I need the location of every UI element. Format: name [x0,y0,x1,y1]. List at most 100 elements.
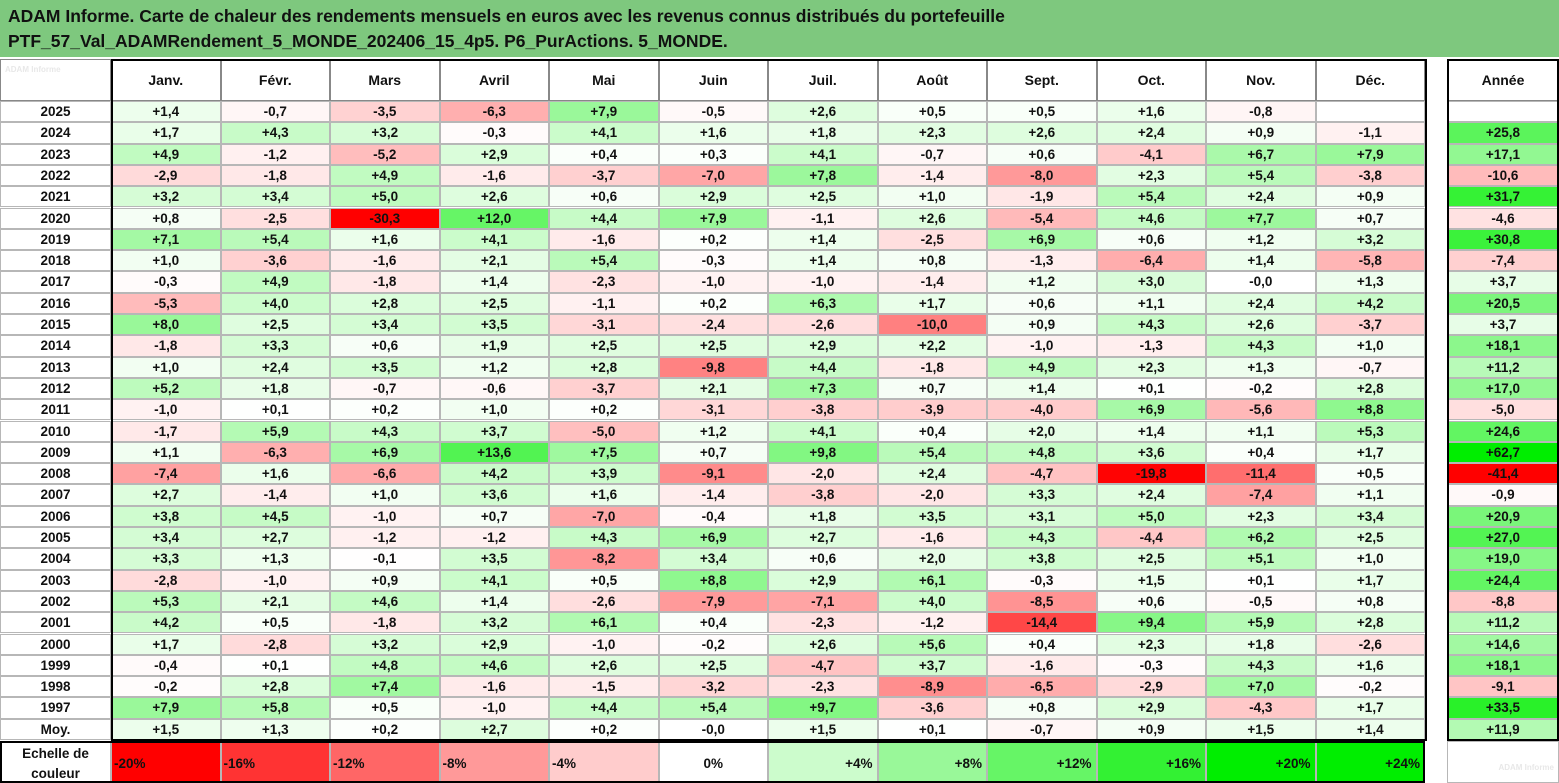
heatmap-cell: -4,0 [987,399,1097,421]
heatmap-cell: -1,6 [439,164,549,187]
heatmap-cell: +0,6 [549,186,659,208]
heatmap-cell: -1,0 [220,569,330,591]
heatmap-cell: +2,6 [877,207,987,229]
heatmap-cell: +5,0 [1096,505,1206,527]
row-label: 2010 [0,420,111,442]
heatmap-cell: -1,6 [439,676,549,698]
heatmap-cell: -0,0 [1206,271,1316,293]
annual-cell: +62,7 [1447,441,1559,464]
annual-cell: +31,7 [1447,186,1559,208]
heatmap-cell: +1,8 [1206,633,1316,655]
heatmap-cell: +4,9 [987,356,1097,378]
heatmap-cell: +0,2 [330,718,440,740]
row-label: 2023 [0,143,111,165]
heatmap-cell: -0,7 [330,377,440,400]
heatmap-cell: +2,3 [1096,633,1206,655]
heatmap-cell: +2,5 [658,654,768,677]
heatmap-cell: +3,4 [658,548,768,570]
annual-cell: +20,5 [1447,292,1559,314]
heatmap-cell: +1,2 [1206,228,1316,251]
heatmap-cell: +2,8 [220,676,330,698]
heatmap-cell: -0,5 [658,101,768,123]
heatmap-cell: +2,0 [987,420,1097,442]
heatmap-cell: +0,2 [549,718,659,740]
heatmap-cell: +2,7 [111,484,221,506]
heatmap-cell: -2,0 [768,463,878,485]
heatmap-cell: +1,4 [1206,250,1316,272]
heatmap-cell: -0,7 [987,718,1097,740]
heatmap-cell: +3,4 [111,527,221,549]
heatmap-cell: -10,0 [877,314,987,336]
annual-cell: +18,1 [1447,654,1559,677]
row-label: 2002 [0,590,111,613]
row-label: 2021 [0,186,111,208]
heatmap-cell: +0,6 [1096,228,1206,251]
scale-swatch: 0% [658,741,768,783]
heatmap-cell: -1,6 [987,654,1097,677]
heatmap-cell: +9,7 [768,697,878,719]
heatmap-cell: +7,9 [658,207,768,229]
row-label: 2012 [0,377,111,400]
annual-cell: -0,9 [1447,484,1559,506]
heatmap-cell: +4,2 [111,612,221,634]
heatmap-cell: +5,4 [1206,164,1316,187]
heatmap-cell: -0,2 [111,676,221,698]
row-label: 2013 [0,356,111,378]
heatmap-cell: -0,2 [658,633,768,655]
heatmap-cell: +1,7 [1315,569,1425,591]
heatmap-cell: -1,0 [549,633,659,655]
heatmap-cell: -2,3 [768,676,878,698]
heatmap-cell: +4,6 [1096,207,1206,229]
heatmap-cell: +1,3 [1315,271,1425,293]
heatmap-cell: +1,1 [1315,484,1425,506]
heatmap-cell: +2,6 [768,633,878,655]
scale-swatch: +24% [1315,741,1425,783]
annual-cell: +11,2 [1447,356,1559,378]
annual-cell: -4,6 [1447,207,1559,229]
heatmap-cell: +4,0 [220,292,330,314]
heatmap-cell: +5,4 [549,250,659,272]
heatmap-cell: +1,4 [1096,420,1206,442]
heatmap-cell: +0,2 [658,292,768,314]
heatmap-cell: +6,2 [1206,527,1316,549]
heatmap-cell: -1,6 [549,228,659,251]
heatmap-cell: +6,9 [1096,399,1206,421]
heatmap-cell: +4,9 [111,143,221,165]
annual-cell: -10,6 [1447,164,1559,187]
heatmap-cell: -9,8 [658,356,768,378]
heatmap-cell: -8,9 [877,676,987,698]
heatmap-cell: +1,6 [549,484,659,506]
heatmap-cell: +7,9 [1315,143,1425,165]
row-label: 2016 [0,292,111,314]
heatmap-cell: +4,3 [330,420,440,442]
heatmap-cell: +1,0 [1315,548,1425,570]
heatmap-cell: +3,5 [877,505,987,527]
heatmap-cell: +1,8 [768,505,878,527]
row-label: 2024 [0,122,111,144]
heatmap-cell: +1,4 [987,377,1097,400]
heatmap-cell: +2,4 [1096,484,1206,506]
month-header: Nov. [1206,59,1316,101]
heatmap-cell: +0,9 [1315,186,1425,208]
heatmap-cell: +1,4 [111,101,221,123]
heatmap-cell: -4,7 [987,463,1097,485]
annual-cell: +24,6 [1447,420,1559,442]
heatmap-cell: +2,3 [877,122,987,144]
heatmap-cell: +2,4 [220,356,330,378]
heatmap-cell: +3,8 [111,505,221,527]
heatmap-cell: +1,0 [439,399,549,421]
heatmap-cell: +0,5 [877,101,987,123]
heatmap-cell: +6,1 [877,569,987,591]
heatmap-cell: +2,5 [658,335,768,357]
heatmap-cell: -5,3 [111,292,221,314]
heatmap-cell: +2,0 [877,548,987,570]
heatmap-cell: +1,4 [439,271,549,293]
heatmap-cell: +6,1 [549,612,659,634]
row-label: 2008 [0,463,111,485]
month-header: Sept. [987,59,1097,101]
heatmap-cell: +4,0 [877,590,987,613]
heatmap-cell: -1,8 [111,335,221,357]
heatmap-cell: +0,9 [1096,718,1206,740]
annual-cell: -9,1 [1447,676,1559,698]
heatmap-cell: +6,7 [1206,143,1316,165]
